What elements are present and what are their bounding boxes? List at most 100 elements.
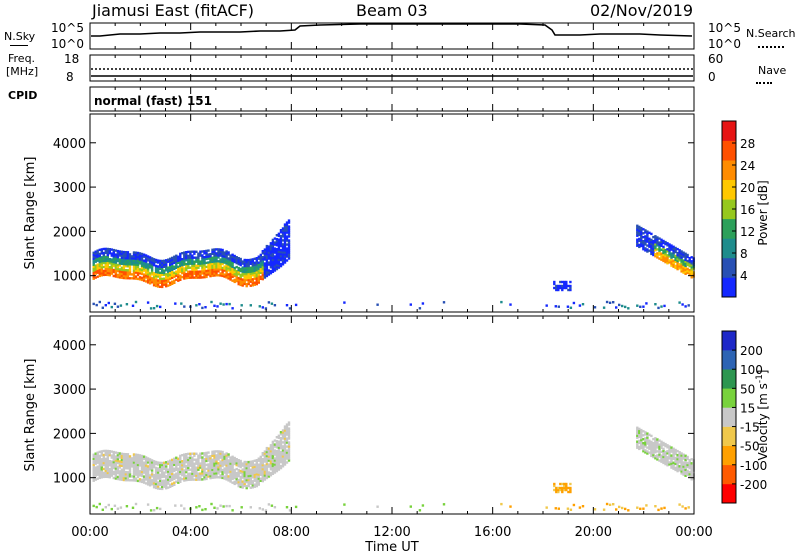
- velocity-cell: [205, 475, 208, 479]
- power-cell: [676, 263, 679, 267]
- velocity-cell: [684, 470, 687, 473]
- power-cell: [559, 286, 562, 290]
- velocity-cell: [175, 456, 178, 459]
- power-cell: [138, 262, 142, 265]
- velocity-cell: [130, 479, 134, 482]
- power-cell: [221, 252, 224, 256]
- velocity-cell: [92, 455, 95, 458]
- velocity-cell: [267, 503, 271, 506]
- velocity-cell: [96, 473, 99, 476]
- power-cell: [658, 243, 661, 246]
- velocity-cell: [221, 468, 224, 472]
- velocity-cell: [92, 453, 95, 456]
- velocity-cell: [152, 480, 156, 483]
- power-cell: [152, 280, 156, 283]
- power-cell: [261, 261, 264, 265]
- power-cell: [114, 255, 118, 258]
- power-cell: [636, 240, 639, 243]
- power-cell: [205, 273, 208, 277]
- velocity-cell: [106, 457, 109, 461]
- velocity-cell: [213, 506, 216, 509]
- power-cell: [124, 269, 128, 272]
- power-cell: [161, 261, 164, 265]
- velocity-cell: [602, 508, 606, 511]
- power-cell: [267, 271, 271, 274]
- power-cell: [229, 272, 232, 275]
- velocity-cell: [211, 458, 214, 461]
- power-cell: [118, 252, 122, 255]
- power-cell: [152, 260, 156, 263]
- velocity-cell: [156, 467, 160, 470]
- nsearch-dotted-line: [758, 46, 784, 48]
- velocity-cell: [672, 449, 675, 452]
- velocity-cell: [279, 433, 283, 436]
- velocity-cell: [150, 471, 154, 474]
- power-cell: [273, 249, 277, 252]
- power-cell: [191, 268, 194, 271]
- velocity-cell: [219, 452, 222, 455]
- power-cell: [255, 277, 258, 280]
- power-cell: [638, 233, 641, 237]
- power-cell: [167, 268, 170, 271]
- velocity-cell: [161, 481, 164, 485]
- power-cell: [102, 261, 105, 265]
- power-cell: [684, 264, 687, 267]
- velocity-cell: [95, 505, 98, 509]
- velocity-cell: [140, 456, 144, 460]
- velocity-cell: [205, 463, 208, 467]
- velocity-cell: [189, 454, 192, 457]
- power-cell: [136, 261, 140, 265]
- power-cell: [203, 264, 206, 267]
- power-cell: [154, 272, 158, 276]
- colorbar-swatch: [722, 238, 736, 259]
- power-cell: [104, 257, 107, 261]
- velocity-cell: [148, 466, 152, 469]
- power-cell: [108, 272, 111, 275]
- velocity-cell: [565, 482, 568, 486]
- power-cell: [225, 252, 228, 255]
- power-cell: [213, 260, 216, 263]
- power-cell: [682, 271, 685, 274]
- power-cell: [225, 258, 228, 261]
- power-cell: [106, 269, 109, 273]
- power-cell: [670, 246, 673, 249]
- velocity-cell: [125, 505, 129, 508]
- power-cell: [173, 259, 176, 262]
- power-cell: [154, 270, 158, 274]
- velocity-cell: [142, 469, 146, 472]
- velocity-cell: [636, 432, 639, 435]
- velocity-cell: [680, 464, 683, 467]
- power-cell: [221, 254, 224, 258]
- power-cell: [183, 271, 186, 274]
- power-cell: [211, 272, 214, 275]
- power-cell: [150, 267, 154, 270]
- velocity-cell: [205, 477, 208, 481]
- velocity-cell: [231, 469, 234, 472]
- velocity-cell: [167, 480, 170, 483]
- velocity-cell: [203, 472, 206, 475]
- power-cell: [267, 245, 271, 248]
- power-cell: [644, 231, 647, 234]
- velocity-cell: [664, 452, 667, 456]
- velocity-cell: [668, 445, 671, 448]
- velocity-cell: [102, 453, 105, 457]
- velocity-cell: [251, 460, 254, 463]
- velocity-cell: [249, 468, 252, 471]
- power-cell: [678, 259, 681, 262]
- velocity-cell: [98, 476, 101, 480]
- velocity-cell: [122, 478, 126, 482]
- velocity-cell: [167, 482, 170, 485]
- velocity-cell: [229, 460, 232, 463]
- velocity-cell: [167, 468, 170, 471]
- power-cell: [225, 250, 228, 253]
- velocity-cell: [253, 471, 256, 474]
- velocity-cell: [636, 434, 639, 437]
- power-cell: [108, 274, 111, 277]
- power-cell: [561, 284, 564, 288]
- power-cell: [640, 238, 643, 242]
- power-cell: [228, 302, 231, 306]
- power-cell: [680, 250, 683, 253]
- power-cell: [229, 276, 232, 279]
- power-cell: [199, 272, 202, 275]
- power-cell: [116, 273, 120, 277]
